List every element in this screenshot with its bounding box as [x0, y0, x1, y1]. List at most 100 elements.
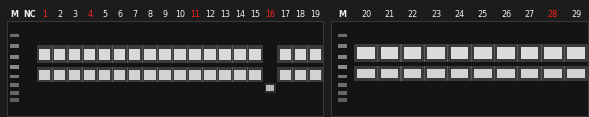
Bar — [401, 66, 425, 81]
Bar — [331, 21, 588, 116]
Bar — [69, 49, 80, 60]
Bar — [294, 49, 306, 60]
Bar — [427, 69, 445, 78]
Bar — [354, 66, 378, 81]
Bar — [447, 44, 472, 62]
Text: 10: 10 — [175, 10, 185, 18]
Bar — [52, 67, 68, 82]
Bar — [142, 67, 158, 82]
Bar — [112, 45, 128, 63]
Bar — [52, 45, 68, 63]
Bar — [338, 91, 347, 95]
Bar — [217, 45, 233, 63]
Bar — [564, 44, 588, 62]
Bar — [292, 45, 308, 63]
Bar — [380, 47, 398, 58]
Bar — [114, 49, 125, 60]
Text: 4: 4 — [87, 10, 92, 18]
Bar — [338, 44, 347, 48]
Bar — [37, 45, 52, 63]
Text: 19: 19 — [310, 10, 320, 18]
Bar — [99, 49, 110, 60]
Text: M: M — [11, 10, 19, 18]
Text: 3: 3 — [72, 10, 77, 18]
Bar — [358, 69, 375, 78]
Bar — [189, 70, 201, 80]
Bar — [401, 44, 425, 62]
Bar — [144, 70, 155, 80]
Bar — [97, 45, 112, 63]
Bar — [187, 67, 203, 82]
Bar — [338, 34, 347, 37]
Text: 11: 11 — [190, 10, 200, 18]
Bar — [69, 70, 80, 80]
Text: 20: 20 — [361, 10, 371, 18]
Bar — [494, 66, 518, 81]
Bar — [127, 67, 143, 82]
Bar — [474, 69, 491, 78]
Bar — [10, 91, 19, 95]
Bar — [474, 47, 491, 58]
Bar — [277, 45, 293, 63]
Bar — [234, 70, 246, 80]
Bar — [234, 49, 246, 60]
Bar — [497, 69, 515, 78]
Bar — [338, 83, 347, 87]
Bar — [10, 83, 19, 87]
Bar — [544, 47, 561, 58]
Bar — [521, 69, 538, 78]
Bar — [264, 83, 276, 93]
Bar — [159, 70, 171, 80]
Text: 15: 15 — [250, 10, 260, 18]
Bar — [567, 47, 585, 58]
Bar — [567, 69, 585, 78]
Bar — [202, 45, 218, 63]
Bar — [54, 49, 65, 60]
Bar — [250, 49, 261, 60]
Bar — [84, 49, 95, 60]
Bar — [447, 66, 472, 81]
Bar — [220, 70, 231, 80]
Bar — [247, 45, 263, 63]
Text: 26: 26 — [501, 10, 511, 18]
Text: 18: 18 — [295, 10, 305, 18]
Bar — [494, 44, 518, 62]
Bar — [451, 47, 468, 58]
Bar — [10, 34, 19, 37]
Bar — [189, 49, 201, 60]
Bar — [174, 49, 186, 60]
Bar — [377, 44, 402, 62]
Bar — [266, 85, 274, 91]
Text: 23: 23 — [431, 10, 441, 18]
Text: 12: 12 — [205, 10, 215, 18]
Text: 14: 14 — [235, 10, 245, 18]
Bar — [521, 47, 538, 58]
Text: 21: 21 — [384, 10, 395, 18]
Bar — [202, 67, 218, 82]
Bar — [159, 49, 171, 60]
Bar — [157, 45, 173, 63]
Bar — [142, 45, 158, 63]
Bar — [338, 65, 347, 69]
Bar — [471, 66, 495, 81]
Bar — [250, 70, 261, 80]
Text: 2: 2 — [57, 10, 62, 18]
Text: 17: 17 — [280, 10, 290, 18]
Text: 5: 5 — [102, 10, 107, 18]
Bar — [10, 75, 19, 78]
Text: 9: 9 — [163, 10, 167, 18]
Bar — [129, 49, 141, 60]
Bar — [310, 70, 321, 80]
Bar — [172, 45, 188, 63]
Bar — [517, 66, 542, 81]
Bar — [220, 49, 231, 60]
Text: 25: 25 — [478, 10, 488, 18]
Bar — [127, 45, 143, 63]
Bar — [404, 47, 422, 58]
Text: 28: 28 — [548, 10, 558, 18]
Bar — [292, 67, 308, 82]
Bar — [247, 67, 263, 82]
Bar — [67, 67, 82, 82]
Bar — [424, 44, 448, 62]
Bar — [54, 70, 65, 80]
